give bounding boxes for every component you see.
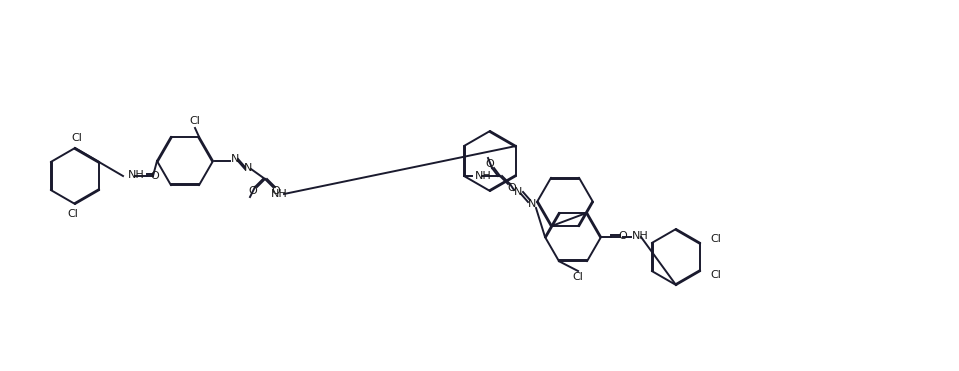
Text: Cl: Cl: [67, 209, 79, 219]
Text: N: N: [231, 154, 239, 164]
Text: NH: NH: [270, 189, 288, 199]
Text: O: O: [619, 231, 627, 241]
Text: N: N: [244, 163, 252, 173]
Text: O: O: [507, 183, 516, 193]
Text: O: O: [485, 159, 495, 169]
Text: Cl: Cl: [573, 272, 583, 282]
Text: Cl: Cl: [711, 270, 721, 280]
Text: O: O: [151, 171, 159, 181]
Text: Cl: Cl: [190, 116, 200, 126]
Text: O: O: [248, 186, 257, 196]
Text: N: N: [514, 187, 523, 197]
Text: N: N: [527, 199, 536, 209]
Text: NH: NH: [632, 231, 649, 241]
Text: NH: NH: [128, 170, 145, 180]
Text: O: O: [271, 186, 280, 196]
Text: Cl: Cl: [711, 234, 721, 244]
Text: NH: NH: [475, 171, 492, 181]
Text: Cl: Cl: [72, 133, 82, 143]
